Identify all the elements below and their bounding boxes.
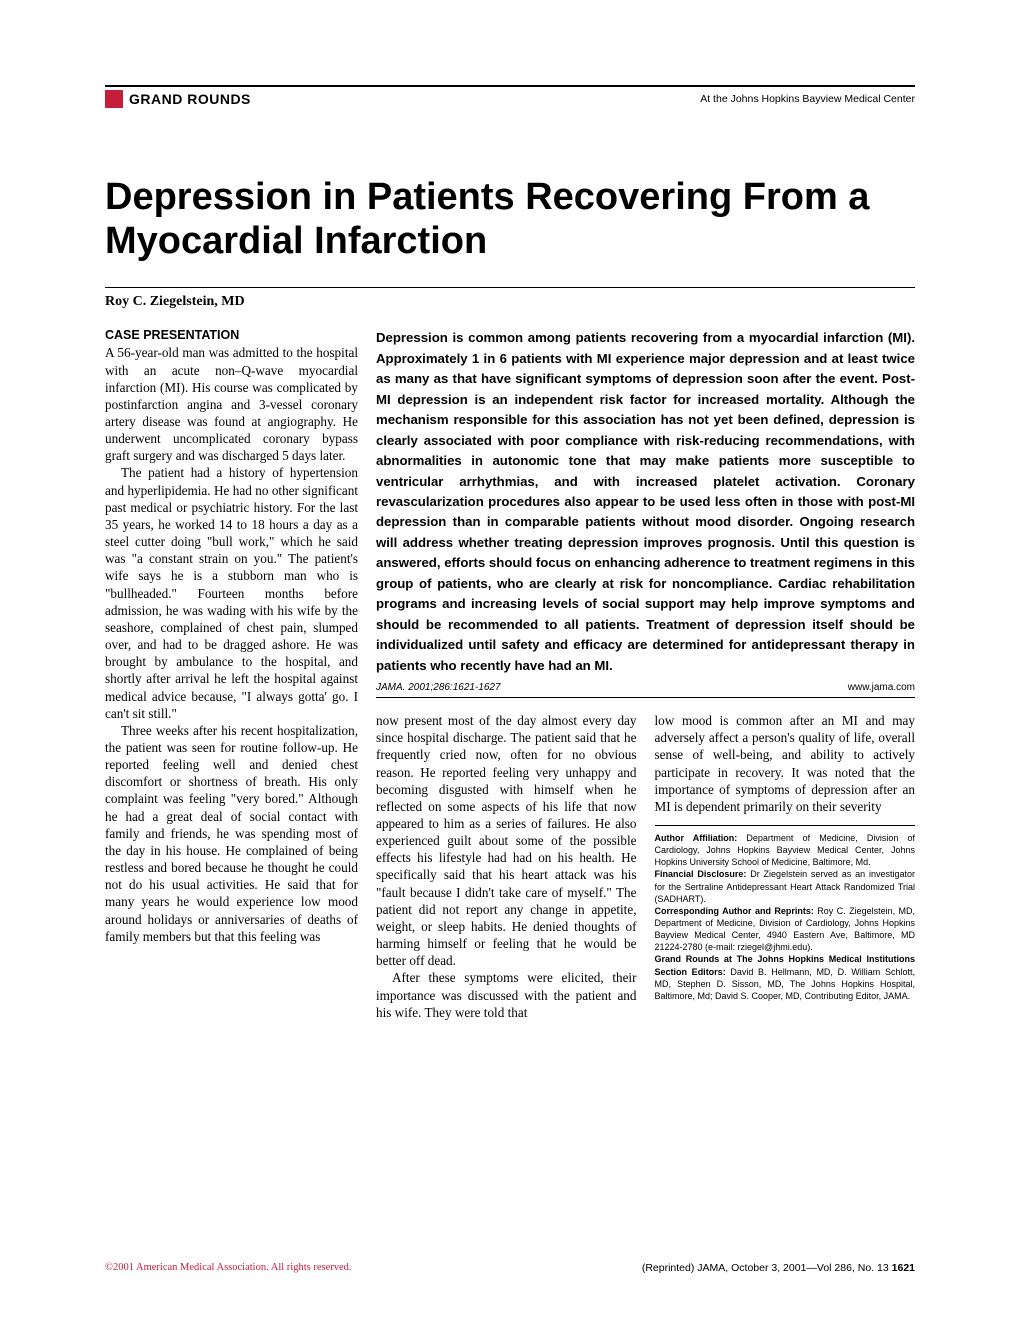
affil-corresponding: Corresponding Author and Reprints: Roy C… [655, 905, 916, 954]
case-p1: A 56-year-old man was admitted to the ho… [105, 344, 358, 464]
accent-square-icon [105, 90, 123, 108]
affil-disclosure-label: Financial Disclosure: [655, 869, 747, 879]
case-heading: CASE PRESENTATION [105, 328, 358, 342]
section-label-wrap: GRAND ROUNDS [105, 90, 251, 108]
footer-copyright: ©2001 American Medical Association. All … [105, 1262, 352, 1274]
case-body: A 56-year-old man was admitted to the ho… [105, 344, 358, 944]
body-c1: now present most of the day almost every… [376, 712, 637, 969]
affiliation-box: Author Affiliation: Department of Medici… [655, 825, 916, 1002]
footer-page-number: 1621 [892, 1262, 915, 1274]
citation-site: www.jama.com [848, 682, 915, 693]
case-p3: Three weeks after his recent hospitaliza… [105, 722, 358, 945]
lower-columns: now present most of the day almost every… [376, 712, 915, 1021]
article-title: Depression in Patients Recovering From a… [105, 176, 915, 263]
citation-row: JAMA. 2001;286:1621-1627 www.jama.com [376, 682, 915, 698]
page-footer: ©2001 American Medical Association. All … [105, 1262, 915, 1274]
page-header: GRAND ROUNDS At the Johns Hopkins Bayvie… [105, 85, 915, 108]
affil-corresponding-label: Corresponding Author and Reprints: [655, 906, 814, 916]
lower-col1-body: now present most of the day almost every… [376, 712, 637, 1021]
lower-col-1: now present most of the day almost every… [376, 712, 637, 1021]
affil-editors: Grand Rounds at The Johns Hopkins Medica… [655, 953, 916, 1002]
affil-author: Author Affiliation: Department of Medici… [655, 832, 916, 868]
lower-col-2: low mood is common after an MI and may a… [655, 712, 916, 1021]
abstract: Depression is common among patients reco… [376, 328, 915, 676]
footer-reprint-wrap: (Reprinted) JAMA, October 3, 2001—Vol 28… [642, 1262, 915, 1274]
author-line: Roy C. Ziegelstein, MD [105, 287, 915, 310]
case-p2: The patient had a history of hypertensio… [105, 464, 358, 721]
right-column: Depression is common among patients reco… [376, 328, 915, 1021]
left-column: CASE PRESENTATION A 56-year-old man was … [105, 328, 358, 1021]
columns-container: CASE PRESENTATION A 56-year-old man was … [105, 328, 915, 1021]
footer-reprint: (Reprinted) JAMA, October 3, 2001—Vol 28… [642, 1262, 889, 1274]
lower-col2-body: low mood is common after an MI and may a… [655, 712, 916, 815]
section-label: GRAND ROUNDS [129, 91, 251, 107]
affil-disclosure: Financial Disclosure: Dr Ziegelstein ser… [655, 868, 916, 904]
body-c2: low mood is common after an MI and may a… [655, 712, 916, 815]
citation-ref: JAMA. 2001;286:1621-1627 [376, 682, 501, 693]
affil-author-label: Author Affiliation: [655, 833, 738, 843]
header-institution: At the Johns Hopkins Bayview Medical Cen… [700, 93, 915, 105]
body-c1b: After these symptoms were elicited, thei… [376, 969, 637, 1020]
